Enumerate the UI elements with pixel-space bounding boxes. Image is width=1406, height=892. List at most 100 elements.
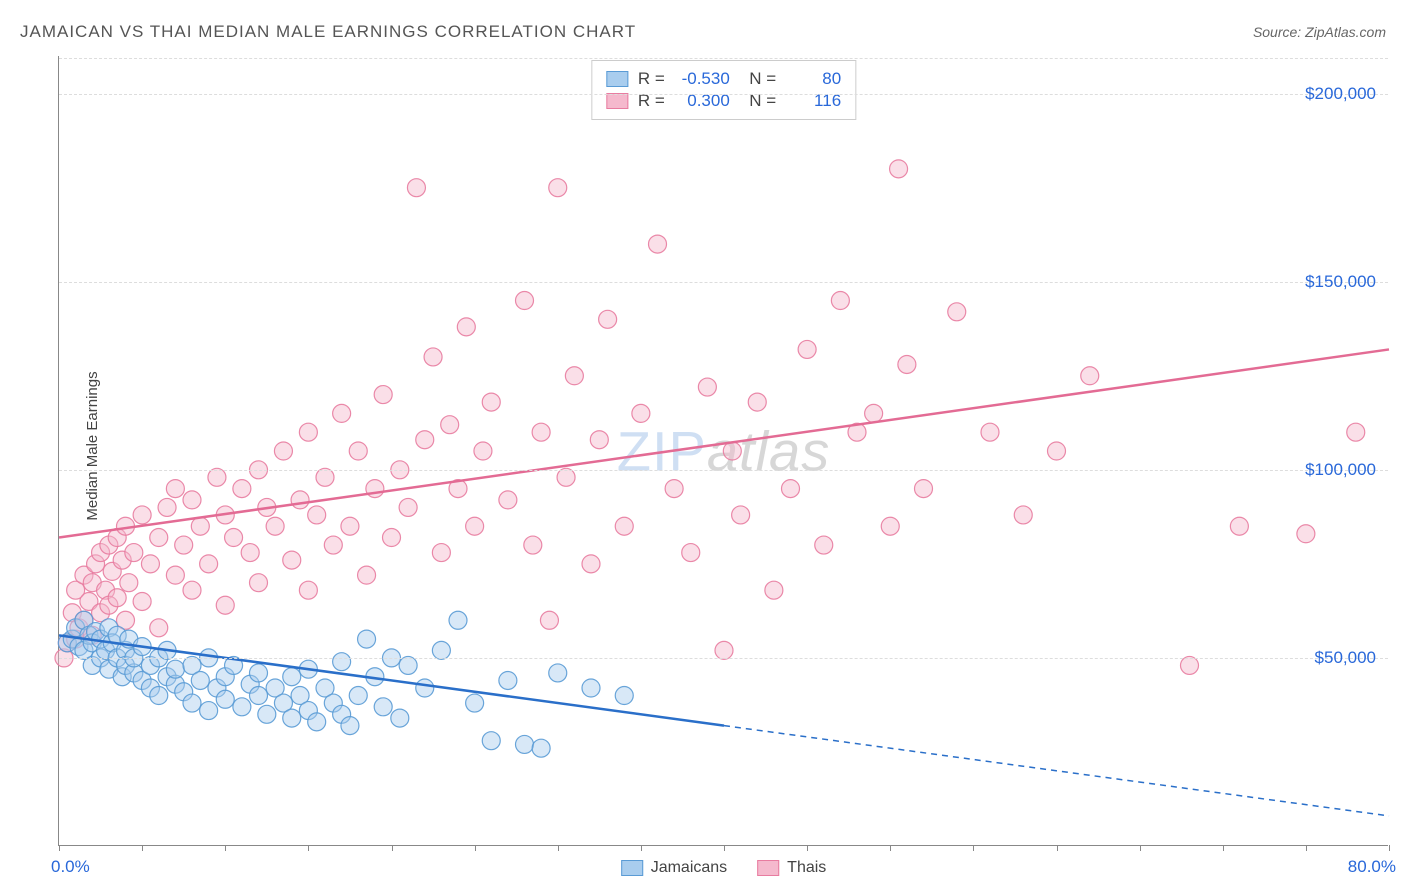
data-point [482,732,500,750]
data-point [358,566,376,584]
y-tick-label: $150,000 [1305,272,1376,292]
trend-line-extrapolated [724,726,1389,816]
data-point [582,555,600,573]
x-axis-min-label: 0.0% [51,857,90,877]
data-point [283,551,301,569]
data-point [890,160,908,178]
data-point [898,355,916,373]
data-point [532,423,550,441]
chart-container: JAMAICAN VS THAI MEDIAN MALE EARNINGS CO… [0,0,1406,892]
x-tick [1306,845,1307,851]
gridline [59,94,1388,95]
data-point [449,611,467,629]
data-point [208,468,226,486]
data-point [250,664,268,682]
data-point [649,235,667,253]
data-point [158,498,176,516]
data-point [150,529,168,547]
data-point [191,517,209,535]
legend-swatch-jamaicans [621,860,643,876]
data-point [723,442,741,460]
data-point [374,386,392,404]
data-point [250,574,268,592]
data-point [915,480,933,498]
x-tick [225,845,226,851]
data-point [482,393,500,411]
data-point [474,442,492,460]
data-point [1347,423,1365,441]
data-point [283,668,301,686]
data-point [250,687,268,705]
data-point [383,529,401,547]
data-point [324,536,342,554]
data-point [615,687,633,705]
data-point [308,506,326,524]
x-axis-max-label: 80.0% [1348,857,1396,877]
data-point [374,698,392,716]
data-point [540,611,558,629]
data-point [599,310,617,328]
data-point [358,630,376,648]
chart-title: JAMAICAN VS THAI MEDIAN MALE EARNINGS CO… [20,22,636,42]
data-point [166,566,184,584]
data-point [391,709,409,727]
legend-label-thais: Thais [787,859,826,877]
legend-swatch-thais [757,860,779,876]
data-point [133,506,151,524]
x-tick [1140,845,1141,851]
data-point [524,536,542,554]
data-point [333,404,351,422]
data-point [765,581,783,599]
data-point [582,679,600,697]
data-point [1014,506,1032,524]
data-point [150,687,168,705]
data-point [241,544,259,562]
data-point [466,694,484,712]
data-point [333,653,351,671]
data-point [108,589,126,607]
data-point [283,709,301,727]
data-point [732,506,750,524]
legend-item-thais: Thais [757,859,826,877]
data-point [831,292,849,310]
data-point [308,713,326,731]
data-point [881,517,899,535]
data-point [341,517,359,535]
data-point [216,690,234,708]
x-tick [142,845,143,851]
x-tick [890,845,891,851]
data-point [698,378,716,396]
data-point [233,698,251,716]
data-point [590,431,608,449]
x-tick [1223,845,1224,851]
x-tick [973,845,974,851]
data-point [266,517,284,535]
x-tick [1389,845,1390,851]
data-point [183,694,201,712]
data-point [191,671,209,689]
data-point [665,480,683,498]
data-point [407,179,425,197]
data-point [399,656,417,674]
x-tick [308,845,309,851]
x-tick [59,845,60,851]
data-point [615,517,633,535]
data-point [1181,656,1199,674]
trend-line [59,349,1389,537]
legend-item-jamaicans: Jamaicans [621,859,727,877]
data-point [175,536,193,554]
data-point [499,671,517,689]
x-tick [641,845,642,851]
data-point [141,555,159,573]
data-point [274,442,292,460]
data-point [782,480,800,498]
data-point [981,423,999,441]
data-point [233,480,251,498]
legend-label-jamaicans: Jamaicans [651,859,727,877]
data-point [120,574,138,592]
data-point [466,517,484,535]
data-point [565,367,583,385]
data-point [349,687,367,705]
data-point [1081,367,1099,385]
x-tick [392,845,393,851]
